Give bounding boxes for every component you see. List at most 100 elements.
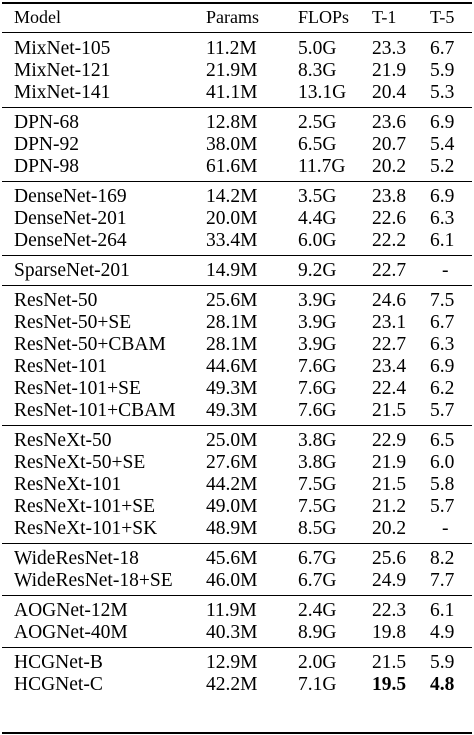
cell-flops: 8.5G xyxy=(298,518,337,539)
cell-model: ResNet-50+CBAM xyxy=(14,334,166,355)
cell-params: 45.6M xyxy=(206,548,258,569)
cell-top1: 21.9 xyxy=(372,60,407,81)
cell-flops: 6.0G xyxy=(298,230,337,251)
cell-params: 33.4M xyxy=(206,230,258,251)
cell-top5: 6.3 xyxy=(430,334,455,355)
cell-flops: 3.5G xyxy=(298,186,337,207)
table-row: DPN-98 61.6M 11.7G 20.2 5.2 xyxy=(0,156,474,178)
cell-params: 27.6M xyxy=(206,452,258,473)
cell-flops: 5.0G xyxy=(298,38,337,59)
cell-flops: 8.3G xyxy=(298,60,337,81)
cell-top5: 6.9 xyxy=(430,112,455,133)
header-params: Params xyxy=(206,7,259,27)
cell-model: AOGNet-12M xyxy=(14,600,128,621)
cell-top1: 23.8 xyxy=(372,186,407,207)
cell-flops: 2.4G xyxy=(298,600,337,621)
table-row: HCGNet-C 42.2M 7.1G 19.5 4.8 xyxy=(0,674,474,696)
cell-params: 48.9M xyxy=(206,518,258,539)
cell-model: HCGNet-B xyxy=(14,652,103,673)
table-row: WideResNet-18 45.6M 6.7G 25.6 8.2 xyxy=(0,548,474,570)
cell-flops: 2.5G xyxy=(298,112,337,133)
cell-top5: 6.3 xyxy=(430,208,455,229)
cell-top1: 21.5 xyxy=(372,400,407,421)
table-row: ResNet-101 44.6M 7.6G 23.4 6.9 xyxy=(0,356,474,378)
cell-model: ResNeXt-101+SK xyxy=(14,518,158,539)
cell-flops: 3.8G xyxy=(298,430,337,451)
cell-params: 14.2M xyxy=(206,186,258,207)
group-divider xyxy=(2,181,472,182)
cell-top1: 23.6 xyxy=(372,112,407,133)
cell-flops: 6.5G xyxy=(298,134,337,155)
cell-top1: 22.7 xyxy=(372,334,407,355)
cell-params: 11.9M xyxy=(206,600,257,621)
cell-model: ResNeXt-101+SE xyxy=(14,496,155,517)
cell-params: 28.1M xyxy=(206,334,258,355)
header-flops: FLOPs xyxy=(298,7,350,27)
cell-model: ResNet-101 xyxy=(14,356,108,377)
cell-top1: 23.4 xyxy=(372,356,407,377)
cell-flops: 7.6G xyxy=(298,356,337,377)
cell-top5: 6.5 xyxy=(430,430,455,451)
table-row: DPN-68 12.8M 2.5G 23.6 6.9 xyxy=(0,112,474,134)
bottom-rule xyxy=(2,732,472,734)
cell-params: 40.3M xyxy=(206,622,258,643)
table-row: DenseNet-169 14.2M 3.5G 23.8 6.9 xyxy=(0,186,474,208)
cell-top5: 5.9 xyxy=(430,60,455,81)
cell-flops: 3.9G xyxy=(298,334,337,355)
cell-flops: 3.9G xyxy=(298,312,337,333)
cell-model: DenseNet-264 xyxy=(14,230,127,251)
cell-params: 28.1M xyxy=(206,312,258,333)
table-row: ResNeXt-101+SE 49.0M 7.5G 21.2 5.7 xyxy=(0,496,474,518)
table-row: ResNet-101+CBAM 49.3M 7.6G 21.5 5.7 xyxy=(0,400,474,422)
cell-top5: 5.7 xyxy=(430,400,455,421)
table-row: DenseNet-264 33.4M 6.0G 22.2 6.1 xyxy=(0,230,474,252)
cell-flops: 6.7G xyxy=(298,570,337,591)
cell-top1: 25.6 xyxy=(372,548,407,569)
cell-top1: 22.7 xyxy=(372,260,407,281)
cell-model: AOGNet-40M xyxy=(14,622,128,643)
cell-top1: 19.8 xyxy=(372,622,407,643)
cell-model: ResNet-101+SE xyxy=(14,378,141,399)
table-row: ResNeXt-50 25.0M 3.8G 22.9 6.5 xyxy=(0,430,474,452)
cell-top5: - xyxy=(442,518,449,539)
cell-flops: 13.1G xyxy=(298,82,347,103)
table-row: SparseNet-201 14.9M 9.2G 22.7 - xyxy=(0,260,474,282)
table-row: ResNet-101+SE 49.3M 7.6G 22.4 6.2 xyxy=(0,378,474,400)
table-row: MixNet-121 21.9M 8.3G 21.9 5.9 xyxy=(0,60,474,82)
cell-flops: 11.7G xyxy=(298,156,346,177)
table-row: ResNet-50 25.6M 3.9G 24.6 7.5 xyxy=(0,290,474,312)
cell-params: 12.8M xyxy=(206,112,258,133)
cell-params: 14.9M xyxy=(206,260,258,281)
cell-top5: 6.1 xyxy=(430,230,455,251)
cell-top5: 6.7 xyxy=(430,312,455,333)
cell-top5: 4.9 xyxy=(430,622,455,643)
cell-top5: 6.2 xyxy=(430,378,455,399)
cell-model: DenseNet-201 xyxy=(14,208,127,229)
cell-top5: 5.7 xyxy=(430,496,455,517)
cell-params: 41.1M xyxy=(206,82,258,103)
cell-model: SparseNet-201 xyxy=(14,260,130,281)
cell-params: 20.0M xyxy=(206,208,258,229)
group-divider xyxy=(2,543,472,544)
cell-flops: 7.5G xyxy=(298,474,337,495)
table-row: WideResNet-18+SE 46.0M 6.7G 24.9 7.7 xyxy=(0,570,474,592)
table-row: MixNet-105 11.2M 5.0G 23.3 6.7 xyxy=(0,38,474,60)
table-row: AOGNet-12M 11.9M 2.4G 22.3 6.1 xyxy=(0,600,474,622)
cell-top5: 7.7 xyxy=(430,570,455,591)
cell-params: 49.3M xyxy=(206,400,258,421)
cell-model: ResNeXt-50+SE xyxy=(14,452,146,473)
cell-model: ResNet-101+CBAM xyxy=(14,400,176,421)
cell-params: 21.9M xyxy=(206,60,258,81)
cell-top5: 5.2 xyxy=(430,156,455,177)
cell-top5: 6.9 xyxy=(430,356,455,377)
cell-top5: 6.1 xyxy=(430,600,455,621)
cell-top5: 6.9 xyxy=(430,186,455,207)
cell-params: 42.2M xyxy=(206,674,258,695)
cell-params: 11.2M xyxy=(206,38,257,59)
cell-top1: 20.2 xyxy=(372,156,407,177)
cell-top1: 23.3 xyxy=(372,38,407,59)
cell-model: ResNet-50+SE xyxy=(14,312,132,333)
cell-top1: 21.2 xyxy=(372,496,407,517)
table-row: DenseNet-201 20.0M 4.4G 22.6 6.3 xyxy=(0,208,474,230)
